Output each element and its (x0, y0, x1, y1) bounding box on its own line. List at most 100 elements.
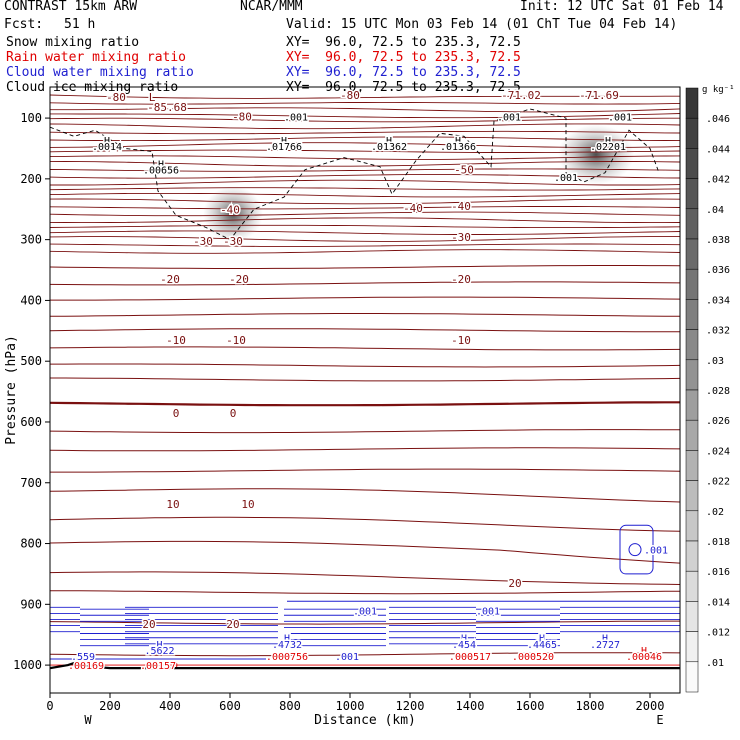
colorbar-label: .036 (706, 265, 730, 276)
isotherm-label: -30 (223, 235, 243, 248)
isotherm-label: -80 (232, 110, 252, 123)
colorbar-label: .012 (706, 628, 730, 639)
isotherm-line (50, 107, 680, 113)
maximum-marker: H (281, 136, 287, 147)
colorbar-swatch (685, 87, 699, 119)
x-tick-label: 400 (159, 699, 181, 713)
maximum-marker: H (104, 136, 110, 147)
isotherm-label: -10 (166, 334, 186, 347)
isotherm-label: -30 (193, 235, 213, 248)
isotherm-label: 20 (508, 577, 521, 590)
maximum-marker: H (641, 646, 647, 657)
isotherm-line (50, 236, 680, 242)
y-tick-label: 1000 (13, 658, 42, 672)
x-tick-label: 1400 (456, 699, 485, 713)
colorbar-swatch (685, 661, 699, 693)
x-tick-label: 1000 (336, 699, 365, 713)
isotherm-line (50, 590, 680, 595)
maximum-marker: H (455, 136, 461, 147)
isotherm-label: L (149, 91, 156, 104)
colorbar-swatch (685, 117, 699, 149)
y-tick-label: 900 (20, 597, 42, 611)
isotherm-line (50, 249, 680, 254)
isotherm-line (50, 149, 680, 153)
isotherm-label: -80 (106, 91, 126, 104)
maximum-marker: H (605, 136, 611, 147)
isotherm-label: 0 (173, 407, 180, 420)
isotherm-line (50, 198, 680, 205)
colorbar-label: .028 (706, 386, 730, 397)
isotherm-line (50, 179, 680, 186)
isotherm-label: -40 (220, 203, 240, 216)
isotherm-line (50, 187, 680, 191)
isotherm-label: -20 (229, 273, 249, 286)
isotherm-line (50, 620, 680, 625)
field-rain-label: Rain water mixing ratio (6, 50, 187, 65)
x-tick-label: 2000 (636, 699, 665, 713)
contour-label: .001 (284, 112, 308, 123)
field-cloudwater-label: Cloud water mixing ratio (6, 65, 194, 80)
contour-label: .001 (476, 606, 500, 617)
maximum-marker: H (539, 634, 545, 645)
isotherm-line (50, 101, 680, 105)
isotherm-line (50, 230, 680, 235)
isotherm-line (50, 313, 680, 317)
isotherm-line (50, 211, 680, 217)
maximum-value-label: .000520 (512, 652, 554, 663)
isotherm-label: 20 (142, 618, 155, 631)
colorbar-swatch (685, 208, 699, 240)
maximum-value-label: .00169 (68, 661, 104, 672)
cloud-water-contour (619, 524, 654, 575)
colorbar-swatch (685, 510, 699, 542)
colorbar-swatch (685, 570, 699, 602)
colorbar-label: .042 (706, 175, 730, 186)
maximum-value-label: .00656 (143, 166, 179, 177)
colorbar-label: .026 (706, 416, 730, 427)
isotherm-line (50, 174, 680, 179)
isotherm-line (50, 265, 680, 269)
y-tick-label: 300 (20, 233, 42, 247)
plot-frame (49, 86, 681, 694)
isotherm-line (50, 206, 680, 210)
maximum-marker: H (284, 634, 290, 645)
contour-label: .001 (644, 546, 668, 557)
isotherm-line (50, 160, 680, 167)
x-tick-label: 200 (99, 699, 121, 713)
isotherm-label: -80 (340, 89, 360, 102)
field-cloudwater-xy: XY= 96.0, 72.5 to 235.3, 72.5 (286, 65, 521, 80)
field-snow-xy: XY= 96.0, 72.5 to 235.3, 72.5 (286, 35, 521, 50)
organization-label: NCAR/MMM (240, 0, 303, 14)
contour-label: .001 (497, 112, 521, 123)
y-tick-label: 100 (20, 111, 42, 125)
colorbar-label: .03 (706, 356, 724, 367)
colorbar-swatch (685, 359, 699, 391)
east-label: E (656, 713, 663, 727)
y-tick-label: 600 (20, 415, 42, 429)
maximum-value-label: .0014 (92, 142, 122, 153)
plot-area: -80 L-85.68 -80 -80 -71.02 -71.69 -50 -40 -40 -40… (50, 87, 680, 674)
colorbar-label: .01 (706, 658, 724, 669)
maximum-value-label: .01766 (266, 142, 302, 153)
y-axis-label: Pressure (hPa) (4, 335, 19, 445)
isotherm-label: -50 (454, 164, 474, 177)
x-tick-label: 0 (46, 699, 53, 713)
isotherm-line (50, 136, 680, 142)
isotherm-line (50, 123, 680, 130)
maximum-value-label: .01362 (371, 142, 407, 153)
maximum-value-label: .00046 (626, 652, 662, 663)
isotherm-line (50, 516, 680, 532)
isotherm-line (50, 377, 680, 382)
colorbar-label: .014 (706, 597, 730, 608)
isotherm-line (50, 447, 680, 452)
maximum-value-label: .5622 (144, 646, 174, 657)
y-tick-label: 700 (20, 476, 42, 490)
colorbar-swatch (685, 329, 699, 361)
maximum-marker: H (461, 634, 467, 645)
maximum-value-label: .559 (71, 652, 95, 663)
cloud-water-contour (628, 543, 642, 557)
colorbar-swatch (685, 450, 699, 481)
forecast-hours: 51 h (64, 17, 96, 32)
maximum-marker: H (156, 640, 162, 651)
isotherm-line (50, 224, 680, 229)
colorbar-unit: g kg⁻¹ (702, 85, 735, 95)
